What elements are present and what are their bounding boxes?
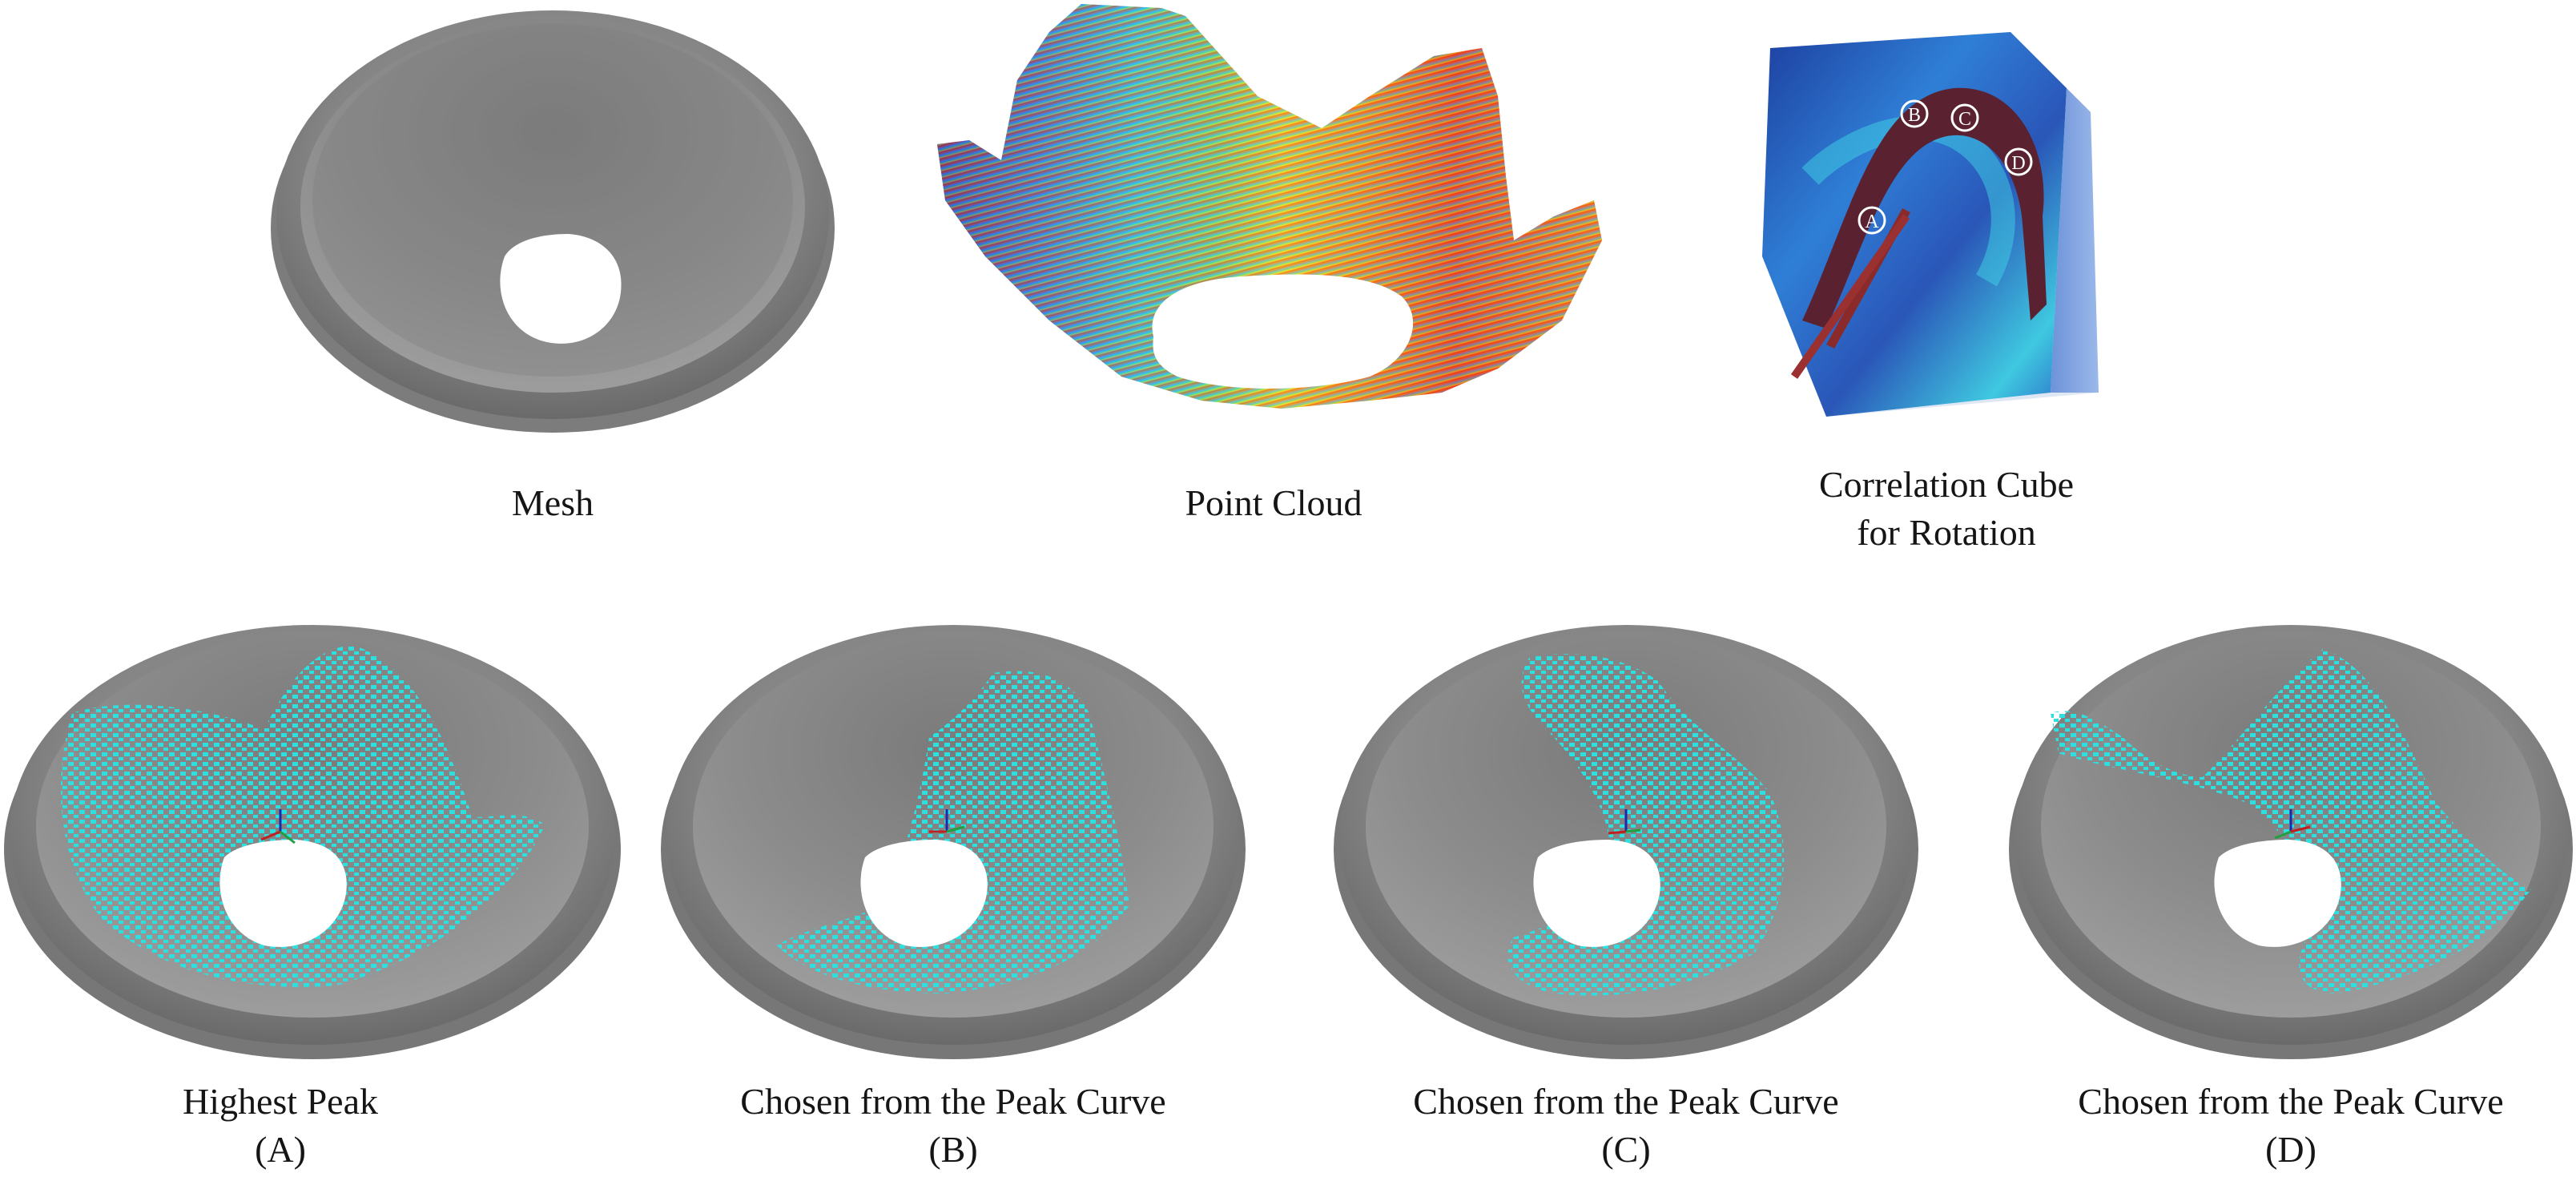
bowl-c-image: [1334, 625, 1918, 1059]
bowl-a-image: [4, 625, 621, 1059]
bowl-c-caption-line2: (C): [1601, 1129, 1651, 1170]
bowl-a-panel: [0, 617, 625, 1066]
marker-c-label: C: [1958, 109, 1971, 130]
point-cloud-panel: [921, 0, 1626, 449]
correlation-cube-panel: A B C D: [1746, 16, 2163, 433]
bowl-a-caption-line1: Highest Peak: [182, 1081, 378, 1122]
bowl-b-caption-line1: Chosen from the Peak Curve: [740, 1081, 1166, 1122]
bowl-b-panel: [641, 617, 1250, 1066]
marker-c: [1950, 103, 1979, 132]
bowl-c-panel: [1322, 617, 1930, 1066]
marker-b-label: B: [1908, 105, 1921, 126]
marker-d-label: D: [2011, 153, 2025, 174]
mesh-panel: [264, 0, 841, 449]
bowl-a-caption-line2: (A): [255, 1129, 306, 1170]
bowl-c-caption-line1: Chosen from the Peak Curve: [1413, 1081, 1839, 1122]
marker-a: [1858, 206, 1886, 235]
bowl-d-caption-line2: (D): [2265, 1129, 2316, 1170]
marker-d: [2004, 147, 2033, 176]
mesh-bowl-image: [271, 10, 835, 433]
correlation-cube-image: A B C D: [1762, 32, 2099, 417]
bowl-b-caption-line2: (B): [928, 1129, 978, 1170]
cube-caption-line1: Correlation Cube: [1818, 464, 2075, 505]
bowl-d-panel: [2002, 617, 2576, 1066]
mesh-caption: Mesh: [511, 482, 594, 523]
bowl-b-image: [661, 625, 1246, 1059]
point-cloud-caption: Point Cloud: [1185, 482, 1362, 523]
bowl-d-caption-line1: Chosen from the Peak Curve: [2078, 1081, 2504, 1122]
marker-b: [1900, 99, 1929, 128]
cube-caption-line2: for Rotation: [1857, 512, 2036, 553]
point-cloud-image: [937, 4, 1602, 409]
marker-a-label: A: [1865, 212, 1879, 232]
bowl-d-image: [2009, 625, 2573, 1059]
